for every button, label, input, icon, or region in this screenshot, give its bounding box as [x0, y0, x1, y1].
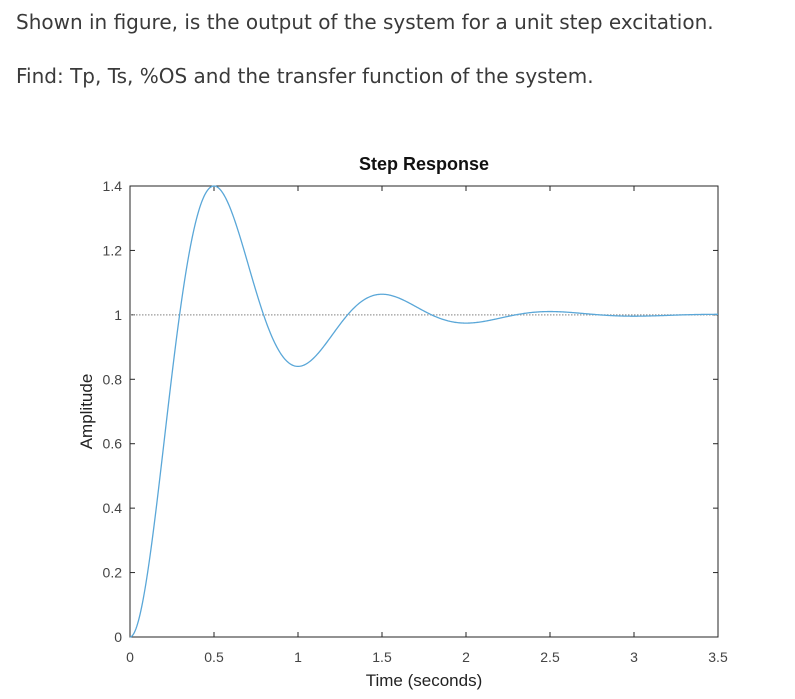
x-axis-label: Time (seconds) — [366, 671, 483, 690]
y-tick-label: 0.2 — [103, 565, 123, 581]
y-tick-label: 0.8 — [103, 371, 123, 387]
x-tick-label: 3 — [630, 649, 638, 665]
plot-area — [129, 185, 719, 638]
y-tick-label: 1.2 — [103, 242, 123, 258]
question-line-1: Shown in figure, is the output of the sy… — [16, 10, 714, 34]
x-tick-label: 2.5 — [540, 649, 560, 665]
x-tick-label: 0 — [126, 649, 134, 665]
y-tick-label: 0 — [114, 629, 122, 645]
x-tick-label: 1 — [294, 649, 302, 665]
step-response-curve — [129, 185, 718, 638]
y-tick-label: 0.6 — [103, 436, 123, 452]
chart-title: Step Response — [359, 154, 489, 174]
y-tick-label: 0.4 — [103, 500, 123, 516]
x-tick-label: 3.5 — [708, 649, 728, 665]
x-ticks: 0 0.5 1 1.5 2 2.5 3 3.5 — [126, 186, 728, 665]
y-tick-label: 1.4 — [103, 178, 123, 194]
question-line-2: Find: Tp, Ts, %OS and the transfer funct… — [16, 64, 594, 88]
y-ticks: 0 0.2 0.4 0.6 0.8 1 1.2 1.4 — [103, 178, 718, 645]
y-axis-label: Amplitude — [77, 374, 96, 450]
x-tick-label: 1.5 — [372, 649, 392, 665]
x-tick-label: 0.5 — [204, 649, 224, 665]
y-tick-label: 1 — [114, 307, 122, 323]
x-tick-label: 2 — [462, 649, 470, 665]
